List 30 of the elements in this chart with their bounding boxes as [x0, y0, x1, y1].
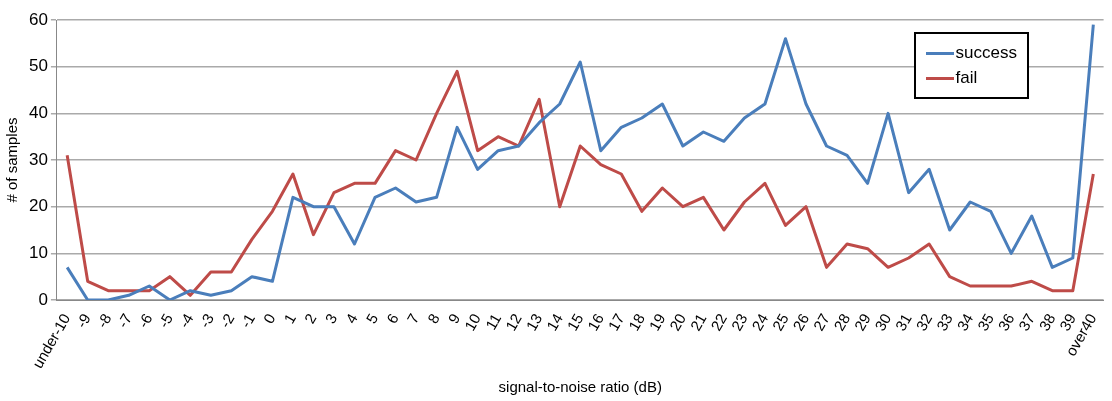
- y-tick-label: 10: [28, 243, 48, 263]
- x-tick-label: -7: [113, 310, 135, 331]
- legend-label: fail: [955, 68, 978, 88]
- x-tick-label: -5: [154, 310, 176, 331]
- x-tick-label: -1: [236, 310, 259, 331]
- x-tick-label: 7: [403, 310, 423, 327]
- x-tick-label: 2: [300, 310, 320, 327]
- y-tick-label: 20: [28, 196, 48, 216]
- y-tick-label: 50: [28, 56, 48, 76]
- x-tick-label: 0: [259, 310, 279, 327]
- x-tick-label: 3: [321, 310, 341, 327]
- x-tick-label: -3: [195, 310, 218, 331]
- x-tick-label: -2: [216, 310, 238, 331]
- x-tick-label: 1: [280, 310, 300, 327]
- x-tick-label: 8: [423, 310, 443, 327]
- legend-label: success: [955, 43, 1018, 63]
- x-axis-title: signal-to-noise ratio (dB): [498, 378, 662, 396]
- x-tick-label: 38: [1035, 310, 1059, 334]
- y-tick-label: 40: [28, 103, 48, 123]
- y-tick-label: 30: [28, 149, 48, 169]
- x-tick-label: 6: [382, 310, 402, 327]
- x-tick-label: -8: [93, 310, 115, 331]
- x-tick-label: -9: [72, 310, 94, 331]
- x-tick-label: -6: [134, 310, 156, 331]
- x-tick-label: 5: [362, 310, 382, 327]
- x-tick-label: 4: [341, 310, 361, 327]
- y-tick-label: 0: [38, 289, 48, 309]
- y-axis-title: # of samples: [3, 117, 21, 203]
- y-tick-label: 60: [28, 9, 48, 29]
- x-tick-label: -4: [175, 310, 197, 331]
